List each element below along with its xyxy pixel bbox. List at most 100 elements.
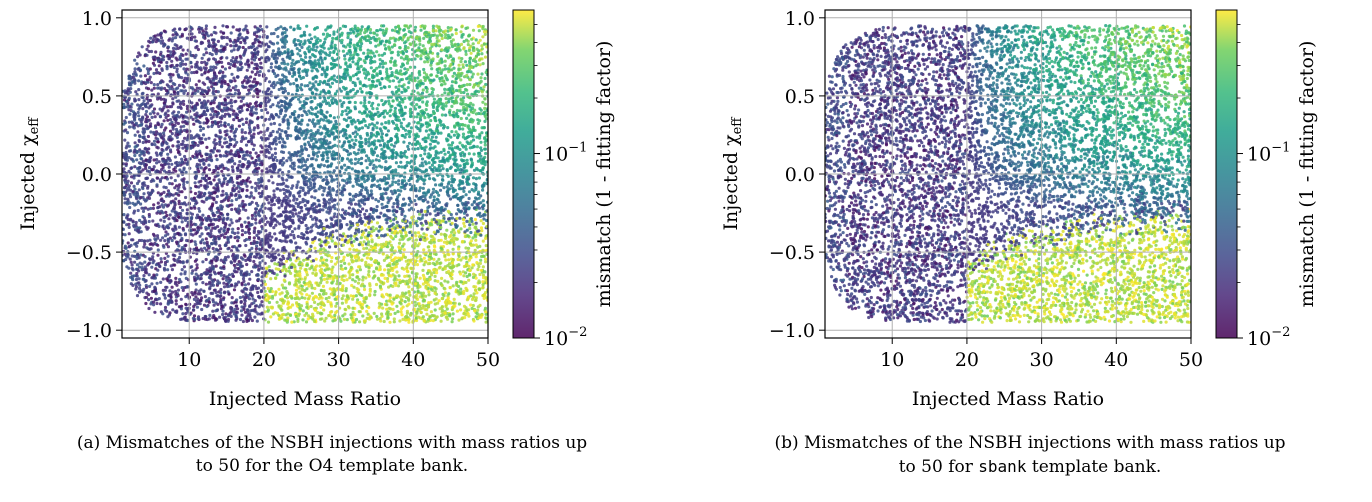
scatter-point: [290, 230, 295, 234]
scatter-point: [316, 302, 320, 306]
scatter-point: [466, 162, 470, 166]
scatter-point: [283, 51, 287, 55]
scatter-point: [484, 320, 488, 324]
scatter-point: [260, 300, 264, 304]
scatter-point: [166, 45, 170, 49]
scatter-point: [408, 182, 412, 187]
scatter-point: [130, 102, 134, 106]
scatter-point: [204, 137, 208, 141]
scatter-point: [176, 288, 180, 292]
scatter-point: [126, 87, 130, 91]
scatter-point: [293, 43, 297, 47]
scatter-point: [328, 245, 332, 249]
scatter-point: [146, 87, 151, 91]
scatter-point: [289, 271, 293, 275]
scatter-point: [419, 291, 423, 295]
scatter-point: [308, 55, 312, 60]
scatter-point: [277, 87, 281, 92]
scatter-point: [195, 213, 200, 217]
scatter-points: [122, 24, 488, 324]
scatter-point: [479, 76, 483, 80]
scatter-point: [254, 151, 258, 155]
scatter-point: [138, 134, 142, 139]
scatter-point: [145, 47, 149, 52]
scatter-point: [384, 121, 388, 125]
scatter-point: [325, 72, 329, 77]
scatter-point: [274, 28, 278, 32]
scatter-point: [286, 91, 290, 96]
scatter-point: [287, 170, 291, 174]
scatter-point: [376, 110, 380, 114]
scatter-point: [459, 78, 463, 82]
scatter-point: [429, 300, 433, 304]
scatter-point: [127, 156, 131, 160]
scatter-point: [430, 87, 434, 91]
scatter-point: [340, 113, 344, 117]
scatter-point: [211, 246, 215, 251]
scatter-point: [306, 123, 310, 127]
scatter-point: [217, 149, 221, 153]
scatter-point: [351, 297, 355, 301]
scatter-point: [349, 313, 353, 317]
scatter-point: [269, 65, 273, 69]
scatter-point: [351, 131, 355, 135]
scatter-point: [330, 217, 334, 222]
scatter-point: [180, 248, 184, 252]
scatter-point: [143, 242, 147, 246]
scatter-point: [440, 276, 444, 280]
scatter-point: [417, 105, 421, 109]
scatter-point: [268, 295, 272, 299]
scatter-point: [337, 139, 341, 144]
scatter-point: [148, 75, 152, 79]
scatter-point: [278, 257, 282, 261]
scatter-point: [298, 100, 302, 104]
scatter-point: [393, 109, 397, 113]
scatter-point: [479, 268, 483, 272]
scatter-point: [255, 244, 259, 248]
scatter-point: [255, 319, 259, 323]
scatter-point: [427, 301, 431, 305]
scatter-point: [399, 69, 403, 73]
scatter-point: [340, 38, 344, 42]
scatter-point: [324, 147, 328, 151]
scatter-point: [310, 291, 314, 295]
scatter-point: [471, 28, 476, 32]
scatter-point: [301, 188, 305, 192]
scatter-point: [260, 283, 264, 287]
scatter-point: [408, 293, 412, 297]
scatter-point: [306, 97, 310, 101]
scatter-point: [309, 129, 313, 133]
scatter-point: [243, 310, 247, 314]
scatter-point: [142, 239, 147, 244]
scatter-point: [256, 290, 260, 295]
scatter-point: [247, 272, 251, 276]
scatter-point: [396, 205, 400, 209]
scatter-point: [137, 179, 141, 183]
scatter-point: [163, 239, 167, 243]
scatter-point: [385, 67, 389, 71]
scatter-point: [213, 25, 217, 29]
scatter-point: [349, 109, 353, 113]
scatter-point: [311, 82, 315, 86]
scatter-point: [299, 145, 304, 149]
scatter-point: [345, 70, 349, 75]
scatter-point: [483, 32, 487, 37]
scatter-point: [315, 205, 319, 209]
scatter-point: [177, 110, 181, 114]
scatter-point: [208, 207, 212, 211]
scatter-point: [422, 67, 426, 72]
scatter-point: [294, 125, 298, 129]
scatter-point: [170, 285, 174, 289]
scatter-point: [137, 98, 141, 102]
scatter-point: [204, 113, 208, 117]
scatter-point: [432, 257, 436, 261]
scatter-point: [421, 213, 425, 217]
scatter-point: [346, 253, 350, 257]
scatter-point: [424, 121, 428, 125]
scatter-point: [184, 52, 188, 56]
scatter-point: [133, 58, 137, 62]
scatter-point: [478, 272, 482, 277]
scatter-point: [452, 71, 456, 75]
scatter-point: [243, 131, 247, 135]
scatter-point: [480, 72, 484, 76]
